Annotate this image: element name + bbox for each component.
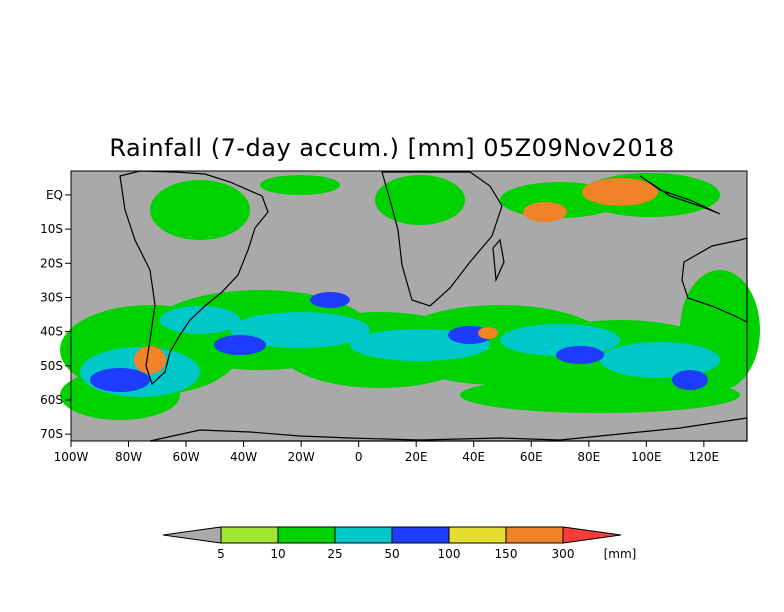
map-title: Rainfall (7-day accum.) [mm] 05Z09Nov201… <box>109 134 675 162</box>
lon-tick-label: 100W <box>54 450 89 464</box>
lon-tick-label: 80E <box>577 450 600 464</box>
land-outlines <box>119 170 748 442</box>
lat-tick-label: 20S <box>40 256 63 270</box>
lat-tick-label: 40S <box>40 325 63 339</box>
antarctica-outline <box>149 417 748 442</box>
colorbar: 5 10 25 50 100 150 300 [mm] <box>162 526 637 561</box>
colorbar-label: 25 <box>327 547 342 561</box>
colorbar-swatch <box>448 526 507 544</box>
rain-band-7 <box>460 377 740 413</box>
colorbar-swatch <box>505 526 564 544</box>
rain-blue-4 <box>556 346 604 364</box>
colorbar-swatch <box>391 526 450 544</box>
colorbar-swatch <box>334 526 393 544</box>
lon-tick-label: 20W <box>288 450 315 464</box>
rain-tropics-0 <box>150 180 250 240</box>
lat-tick-label: EQ <box>46 188 63 202</box>
africa-outline <box>381 171 503 307</box>
colorbar-below-triangle <box>162 526 222 544</box>
colorbar-label: 150 <box>495 547 518 561</box>
lon-tick-label: 80W <box>115 450 142 464</box>
rain-blue-0 <box>90 368 150 392</box>
lon-tick-label: 60W <box>172 450 199 464</box>
rain-heavy-south-indian <box>478 327 498 339</box>
rain-blue-2 <box>310 292 350 308</box>
rain-teal-5 <box>160 306 240 334</box>
latitude-ticks: EQ 10S 20S 30S 40S 50S 60S 70S <box>40 188 71 441</box>
lat-tick-label: 30S <box>40 290 63 304</box>
indonesia-outline <box>639 175 721 215</box>
rain-tropics-4 <box>260 175 340 195</box>
map-frame <box>70 170 748 442</box>
rain-heavy-patagonia <box>134 346 166 374</box>
lat-tick-label: 10S <box>40 222 63 236</box>
rain-tropics-1 <box>375 175 465 225</box>
colorbar-label: 5 <box>217 547 225 561</box>
rain-blue-1 <box>214 335 266 355</box>
rainfall-field <box>60 173 760 420</box>
colorbar-label: 50 <box>384 547 399 561</box>
colorbar-unit: [mm] <box>604 547 637 561</box>
colorbar-swatch <box>220 526 279 544</box>
lat-tick-label: 70S <box>40 427 63 441</box>
colorbar-label: 10 <box>270 547 285 561</box>
rain-teal-4 <box>600 342 720 378</box>
south-america-outline <box>119 170 269 386</box>
madagascar-outline <box>492 238 505 283</box>
rain-blue-5 <box>672 370 708 390</box>
colorbar-above-triangle <box>562 526 622 544</box>
rain-heavy-west-indian-ocean <box>523 202 567 222</box>
lon-tick-label: 100E <box>631 450 662 464</box>
colorbar-label: 300 <box>552 547 575 561</box>
colorbar-swatch <box>277 526 336 544</box>
lon-tick-label: 0 <box>355 450 363 464</box>
australia-outline <box>681 237 748 323</box>
lon-tick-label: 120E <box>689 450 720 464</box>
lat-tick-label: 50S <box>40 359 63 373</box>
lon-tick-label: 60E <box>520 450 543 464</box>
longitude-ticks: 100W 80W 60W 40W 20W 0 20E 40E 60E 80E 100E 120E <box>54 441 719 464</box>
rain-teal-1 <box>230 312 370 348</box>
lon-tick-label: 20E <box>405 450 428 464</box>
colorbar-label: 100 <box>438 547 461 561</box>
lon-tick-label: 40E <box>462 450 485 464</box>
lon-tick-label: 40W <box>230 450 257 464</box>
rain-heavy-indian-ocean <box>582 178 658 206</box>
lat-tick-label: 60S <box>40 393 63 407</box>
